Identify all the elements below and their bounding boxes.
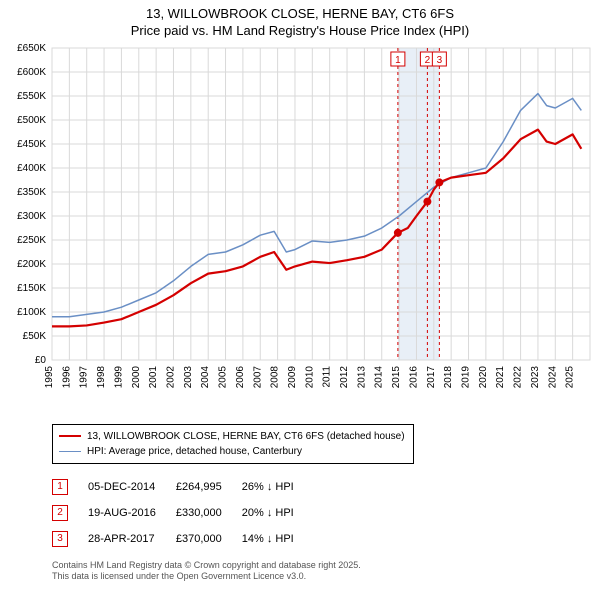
svg-text:£0: £0	[35, 355, 47, 366]
svg-text:2013: 2013	[356, 365, 367, 388]
svg-text:2021: 2021	[495, 365, 506, 388]
sale-price: £264,995	[176, 474, 242, 500]
svg-text:£300K: £300K	[17, 211, 46, 222]
svg-text:1999: 1999	[113, 365, 124, 388]
sale-delta: 26% ↓ HPI	[242, 474, 314, 500]
sale-date: 28-APR-2017	[88, 526, 176, 552]
svg-text:2000: 2000	[131, 365, 142, 388]
svg-text:£450K: £450K	[17, 139, 46, 150]
footer-line-1: Contains HM Land Registry data © Crown c…	[52, 560, 600, 572]
svg-text:2022: 2022	[513, 365, 524, 388]
sale-delta: 20% ↓ HPI	[242, 500, 314, 526]
svg-text:£400K: £400K	[17, 163, 46, 174]
legend-label: HPI: Average price, detached house, Cant…	[87, 444, 302, 459]
svg-text:2019: 2019	[461, 365, 472, 388]
chart-container: 13, WILLOWBROOK CLOSE, HERNE BAY, CT6 6F…	[0, 0, 600, 583]
svg-text:2004: 2004	[200, 365, 211, 388]
legend: 13, WILLOWBROOK CLOSE, HERNE BAY, CT6 6F…	[52, 424, 414, 464]
svg-text:2025: 2025	[565, 365, 576, 388]
svg-text:2: 2	[425, 55, 431, 66]
svg-text:2005: 2005	[218, 365, 229, 388]
svg-text:2009: 2009	[287, 365, 298, 388]
svg-text:2008: 2008	[270, 365, 281, 388]
svg-text:2001: 2001	[148, 365, 159, 388]
svg-text:2017: 2017	[426, 365, 437, 388]
svg-text:1995: 1995	[44, 365, 55, 388]
svg-text:£350K: £350K	[17, 187, 46, 198]
svg-text:£150K: £150K	[17, 283, 46, 294]
svg-text:2020: 2020	[478, 365, 489, 388]
svg-text:2012: 2012	[339, 365, 350, 388]
svg-text:1998: 1998	[96, 365, 107, 388]
svg-text:2023: 2023	[530, 365, 541, 388]
svg-text:2018: 2018	[443, 365, 454, 388]
title-block: 13, WILLOWBROOK CLOSE, HERNE BAY, CT6 6F…	[0, 0, 600, 40]
sale-date: 05-DEC-2014	[88, 474, 176, 500]
sale-date: 19-AUG-2016	[88, 500, 176, 526]
svg-text:2024: 2024	[547, 365, 558, 388]
svg-text:£100K: £100K	[17, 307, 46, 318]
footer-note: Contains HM Land Registry data © Crown c…	[52, 560, 600, 583]
footer-line-2: This data is licensed under the Open Gov…	[52, 571, 600, 583]
svg-text:£250K: £250K	[17, 235, 46, 246]
svg-text:£600K: £600K	[17, 67, 46, 78]
sale-marker-badge: 3	[52, 531, 68, 547]
sale-price: £330,000	[176, 500, 242, 526]
svg-text:2014: 2014	[374, 365, 385, 388]
svg-text:£50K: £50K	[23, 331, 47, 342]
sales-table: 1 05-DEC-2014£264,99526% ↓ HPI 2 19-AUG-201…	[52, 474, 314, 552]
legend-label: 13, WILLOWBROOK CLOSE, HERNE BAY, CT6 6F…	[87, 429, 405, 444]
svg-text:£500K: £500K	[17, 115, 46, 126]
svg-text:2010: 2010	[304, 365, 315, 388]
svg-text:2002: 2002	[165, 365, 176, 388]
table-row: 2 19-AUG-2016£330,00020% ↓ HPI	[52, 500, 314, 526]
svg-text:2006: 2006	[235, 365, 246, 388]
svg-text:1: 1	[395, 55, 401, 66]
legend-item: 13, WILLOWBROOK CLOSE, HERNE BAY, CT6 6F…	[59, 429, 405, 444]
svg-text:£650K: £650K	[17, 43, 46, 54]
svg-text:2015: 2015	[391, 365, 402, 388]
sale-delta: 14% ↓ HPI	[242, 526, 314, 552]
legend-item: HPI: Average price, detached house, Cant…	[59, 444, 405, 459]
sale-marker-badge: 2	[52, 505, 68, 521]
svg-text:£550K: £550K	[17, 91, 46, 102]
chart-area: £0 £50K £100K £150K £200K £250K £300K £350K £400…	[0, 40, 600, 420]
table-row: 1 05-DEC-2014£264,99526% ↓ HPI	[52, 474, 314, 500]
sale-marker-badge: 1	[52, 479, 68, 495]
legend-swatch	[59, 435, 81, 437]
chart-svg: £0 £50K £100K £150K £200K £250K £300K £350K £400…	[0, 40, 600, 420]
svg-text:1996: 1996	[61, 365, 72, 388]
title-line-2: Price paid vs. HM Land Registry's House …	[0, 23, 600, 40]
svg-text:2016: 2016	[408, 365, 419, 388]
svg-text:3: 3	[437, 55, 443, 66]
sale-price: £370,000	[176, 526, 242, 552]
svg-text:2011: 2011	[322, 365, 333, 387]
title-line-1: 13, WILLOWBROOK CLOSE, HERNE BAY, CT6 6F…	[0, 6, 600, 23]
svg-text:£200K: £200K	[17, 259, 46, 270]
svg-text:2007: 2007	[252, 365, 263, 388]
svg-text:2003: 2003	[183, 365, 194, 388]
svg-text:1997: 1997	[79, 365, 90, 388]
legend-swatch	[59, 451, 81, 452]
table-row: 3 28-APR-2017£370,00014% ↓ HPI	[52, 526, 314, 552]
